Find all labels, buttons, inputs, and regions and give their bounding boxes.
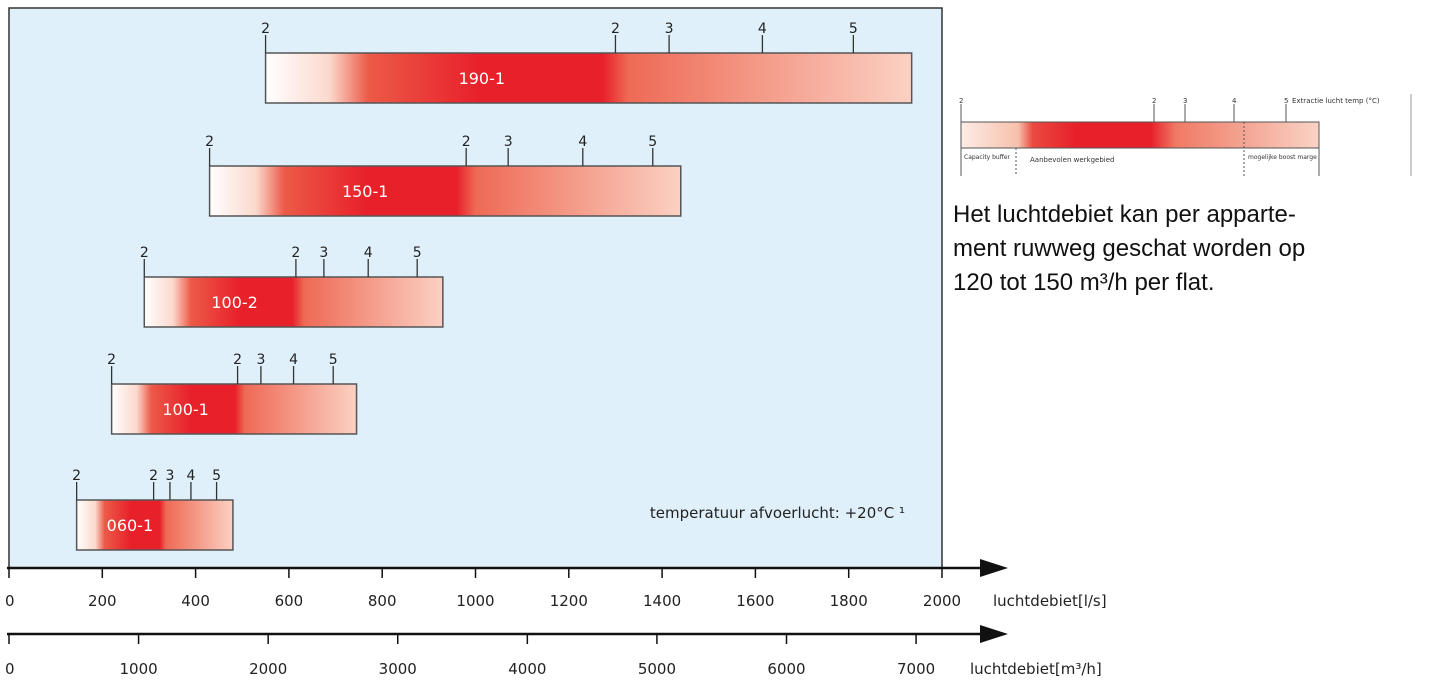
bar-label: 150-1 [342, 182, 389, 201]
legend-zone-label: Aanbevolen werkgebied [1030, 156, 1114, 164]
description-line: 120 tot 150 m³/h per flat. [953, 269, 1215, 296]
marker-label: 2 [149, 468, 158, 484]
bar-100-2 [143, 276, 444, 328]
description-line: Het luchtdebiet kan per apparte- [953, 201, 1296, 228]
bar-190-1 [264, 52, 913, 104]
tick-label: 0 [5, 660, 15, 678]
tick-label: 6000 [767, 660, 805, 678]
tick-label: 400 [181, 592, 210, 610]
tick-label: 1600 [736, 592, 774, 610]
legend-diagram: 2 2 3 4 5 Extractie lucht temp (°C) Capa… [959, 94, 1412, 176]
temperature-annotation: temperatuur afvoerlucht: +20°C ¹ [650, 504, 905, 522]
marker-label: 3 [504, 134, 513, 150]
tick-label: 1000 [456, 592, 494, 610]
legend-marker-label: 5 [1284, 97, 1288, 105]
legend-bar [960, 121, 1320, 149]
description-text: Het luchtdebiet kan per apparte- ment ru… [953, 198, 1423, 300]
bar-label: 060-1 [107, 516, 154, 535]
marker-label: 2 [140, 245, 149, 261]
tick-label: 2000 [249, 660, 287, 678]
tick-label: 1000 [119, 660, 157, 678]
legend-zone-label: Capacity buffer [964, 154, 1011, 161]
tick-label: 200 [88, 592, 117, 610]
axis-arrow [980, 625, 1008, 643]
marker-label: 5 [212, 468, 221, 484]
tick-label: 7000 [897, 660, 935, 678]
x-axis-m3h: 0 1000 2000 3000 4000 5000 6000 7000 luchtdebiet… [5, 625, 1102, 678]
marker-label: 4 [758, 21, 767, 37]
bar-label: 190-1 [459, 69, 506, 88]
marker-label: 5 [413, 245, 422, 261]
bar-060-1 [75, 499, 234, 551]
axis-label: luchtdebiet[l/s] [993, 592, 1107, 610]
marker-label: 2 [233, 352, 242, 368]
marker-label: 4 [578, 134, 587, 150]
marker-label: 2 [72, 468, 81, 484]
tick-label: 0 [5, 592, 15, 610]
marker-label: 3 [256, 352, 265, 368]
tick-label: 2000 [923, 592, 961, 610]
tick-label: 1800 [830, 592, 868, 610]
marker-label: 5 [648, 134, 657, 150]
description-line: ment ruwweg geschat worden op [953, 235, 1306, 262]
legend-marker-label: 2 [1152, 97, 1156, 105]
marker-label: 4 [186, 468, 195, 484]
legend-marker-label: 3 [1183, 97, 1187, 105]
legend-marker-label: 2 [959, 97, 963, 105]
marker-label: 4 [364, 245, 373, 261]
marker-label: 3 [319, 245, 328, 261]
x-axis-ls: 0 200 400 600 800 1000 1200 1400 1600 1800 2000 luc… [5, 559, 1107, 610]
tick-label: 4000 [508, 660, 546, 678]
marker-label: 5 [329, 352, 338, 368]
marker-label: 2 [205, 134, 214, 150]
marker-label: 2 [261, 21, 270, 37]
legend-zone-label: mogelijke boost marge [1248, 154, 1317, 161]
axis-arrow [980, 559, 1008, 577]
bar-100-1 [110, 383, 358, 435]
tick-label: 1200 [550, 592, 588, 610]
tick-label: 800 [368, 592, 397, 610]
marker-label: 2 [107, 352, 116, 368]
marker-label: 3 [165, 468, 174, 484]
tick-label: 1400 [643, 592, 681, 610]
tick-label: 5000 [638, 660, 676, 678]
marker-label: 2 [611, 21, 620, 37]
bar-150-1 [208, 165, 682, 217]
marker-label: 2 [462, 134, 471, 150]
legend-marker-label: 4 [1232, 97, 1237, 105]
marker-label: 2 [291, 245, 300, 261]
tick-label: 600 [275, 592, 304, 610]
bar-label: 100-2 [211, 293, 258, 312]
bar-label: 100-1 [162, 400, 209, 419]
legend-top-label: Extractie lucht temp (°C) [1292, 97, 1380, 105]
marker-label: 3 [665, 21, 674, 37]
marker-label: 4 [289, 352, 298, 368]
tick-label: 3000 [379, 660, 417, 678]
marker-label: 5 [849, 21, 858, 37]
axis-label: luchtdebiet[m³/h] [970, 660, 1102, 678]
